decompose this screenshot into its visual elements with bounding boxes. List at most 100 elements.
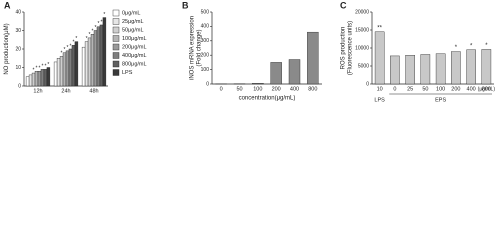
bar (252, 83, 264, 85)
significance: * (44, 64, 46, 70)
legend-swatch (112, 18, 120, 25)
significance: * (41, 64, 43, 70)
x-tick-label: 12h (33, 88, 42, 94)
y-tick-label: 15000 (355, 27, 369, 33)
bar (68, 48, 73, 87)
bar (466, 49, 476, 85)
legend-swatch (112, 26, 120, 34)
bar (390, 55, 400, 85)
bar (46, 67, 51, 87)
y-tick-label: 400 (201, 24, 210, 30)
x-tick-label: 200 (451, 86, 460, 92)
legend-swatch (112, 60, 120, 68)
group-label: EPS (435, 97, 446, 103)
significance: * (39, 66, 41, 72)
y-tick-label: 10000 (355, 45, 369, 51)
x-tick-label: 10 (377, 86, 383, 92)
significance: * (485, 43, 488, 49)
significance: * (33, 67, 35, 73)
significance: * (95, 25, 97, 31)
y-axis-label: ROS production(Fluorescence units) (340, 21, 353, 75)
y-tick-label: 0 (366, 81, 369, 87)
bar (96, 26, 101, 87)
panel-letter: B (182, 0, 189, 10)
significance: * (103, 12, 105, 18)
x-tick-label: 400 (467, 86, 476, 92)
legend-label: 800μg/mL (122, 61, 147, 67)
x-tick-label: 24h (61, 88, 70, 94)
bar (34, 70, 39, 87)
y-tick-label: 5000 (358, 63, 369, 69)
panel-letter: A (4, 0, 11, 10)
legend-swatch (112, 9, 120, 17)
bar (270, 62, 282, 85)
bar (65, 50, 70, 87)
legend-swatch (112, 35, 120, 42)
x-tick-label: 25 (407, 86, 413, 92)
bar (62, 52, 67, 87)
x-tick-label: 200 (272, 86, 281, 92)
significance: * (75, 36, 77, 42)
significance: * (47, 62, 49, 68)
significance: * (97, 21, 99, 27)
bar (288, 59, 301, 85)
bar (87, 37, 92, 87)
significance: * (36, 66, 38, 72)
bar (81, 46, 86, 87)
significance: * (470, 43, 473, 49)
significance: * (455, 45, 458, 51)
bar (74, 41, 79, 87)
bar (420, 54, 431, 85)
bar (405, 55, 415, 85)
bar (53, 61, 58, 87)
bar (99, 24, 104, 87)
bar (25, 76, 30, 87)
bar (37, 70, 42, 87)
legend-label: 50μg/mL (122, 27, 144, 33)
x-tick-label: 50 (236, 86, 242, 92)
x-tick-label: 100 (253, 86, 262, 92)
y-tick-label: 30 (15, 28, 21, 34)
legend-label: 200μg/mL (122, 44, 147, 50)
significance: * (64, 47, 66, 53)
significance: * (92, 29, 94, 35)
x-tick-label: 100 (436, 86, 445, 92)
y-tick-label: 0 (18, 83, 21, 89)
legend-swatch (112, 43, 120, 51)
significance: * (100, 19, 102, 25)
x-axis-label: concentration(μg/mL) (239, 96, 296, 102)
significance: * (61, 51, 63, 57)
y-tick-label: 500 (201, 9, 210, 15)
x-tick-label: 800 (308, 86, 317, 92)
legend-label: 400μg/mL (122, 53, 147, 59)
legend-label: 25μg/mL (122, 19, 144, 25)
y-tick-label: 20000 (355, 9, 369, 15)
bar (451, 51, 461, 85)
bar (59, 56, 64, 87)
y-tick-label: 300 (201, 38, 210, 44)
bar (90, 34, 95, 87)
significance: * (69, 43, 71, 49)
x-unit: (μg/mL) (478, 86, 496, 92)
y-axis-label: iNOS mRNA expression(Fold change) (189, 16, 202, 80)
bar (102, 17, 107, 87)
bar (374, 31, 385, 85)
x-tick-label: 400 (290, 86, 299, 92)
bar (93, 30, 98, 87)
bar (307, 31, 319, 85)
y-tick-label: 20 (15, 46, 21, 52)
significance: * (89, 32, 91, 38)
bar (84, 41, 89, 87)
significance: * (86, 36, 88, 42)
y-tick-label: 10 (15, 65, 21, 71)
bar (28, 74, 33, 87)
legend-label: LPS (122, 70, 133, 76)
legend-swatch (112, 52, 120, 59)
x-tick-label: 800 (482, 86, 491, 92)
x-tick-label: 0 (220, 86, 223, 92)
legend-label: 0μg/mL (122, 10, 140, 16)
y-tick-label: 0 (206, 81, 209, 87)
bar (56, 58, 61, 87)
panel-letter: C (340, 0, 347, 10)
